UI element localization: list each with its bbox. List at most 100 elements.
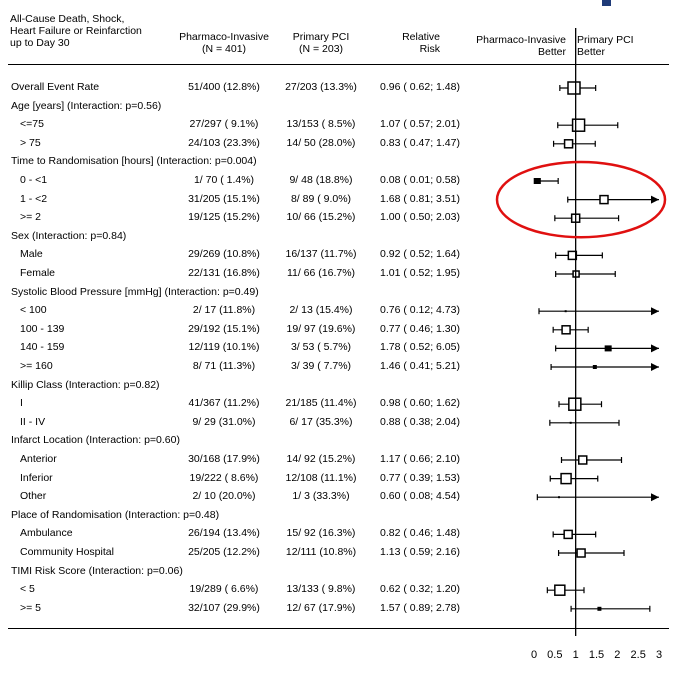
point-estimate — [592, 365, 597, 369]
point-estimate — [563, 139, 574, 149]
relative-risk-header-line: Relative — [402, 31, 440, 43]
pharmaco-events: 29/269 (10.8%) — [188, 248, 260, 261]
pharmaco-events: 30/168 (17.9%) — [188, 453, 260, 465]
relative-risk-ci: 0.98 ( 0.60; 1.62) — [380, 397, 460, 410]
pharmaco-events: 31/205 (15.1%) — [188, 192, 260, 205]
pharmaco-events: 19/125 (15.2%) — [188, 211, 260, 224]
pci-events: 3/ 53 ( 5.7%) — [290, 341, 352, 354]
row-label: >= 160 — [20, 360, 53, 372]
point-estimate — [554, 584, 566, 596]
x-tick-label: 0.5 — [547, 649, 562, 661]
pci-better-label-line: Primary PCI — [577, 34, 634, 46]
point-estimate — [604, 345, 612, 352]
point-estimate — [560, 472, 572, 485]
row-label: < 5 — [20, 583, 35, 596]
top-accent-segment — [602, 0, 611, 6]
ci-arrow-icon — [651, 363, 659, 371]
pharmaco-events: 9/ 29 (31.0%) — [192, 415, 256, 428]
relative-risk-ci: 1.13 ( 0.59; 2.16) — [380, 546, 460, 558]
pharmaco-column-header-line: Pharmaco-Invasive — [179, 31, 269, 43]
row-label: > 75 — [20, 136, 41, 149]
pci-events: 27/203 (13.3%) — [285, 81, 357, 93]
pharmaco-better-label-line: Pharmaco-Invasive — [476, 34, 566, 46]
relative-risk-ci: 1.68 ( 0.81; 3.51) — [380, 192, 460, 205]
subgroup-header-label: Age [years] (Interaction: p=0.56) — [11, 99, 162, 112]
point-estimate — [578, 455, 588, 465]
pci-better-label-line: Better — [577, 46, 606, 58]
pci-column-header-line: Primary PCI — [292, 31, 350, 43]
row-label: 0 - <1 — [20, 174, 48, 186]
x-tick-label: 0 — [531, 649, 537, 661]
relative-risk-ci: 1.00 ( 0.50; 2.03) — [380, 211, 460, 224]
pharmaco-better-label: Pharmaco-Invasive Better — [448, 34, 566, 58]
row-label: Inferior — [20, 471, 53, 484]
subgroup-header-label: Infarct Location (Interaction: p=0.60) — [11, 434, 180, 447]
pci-events: 6/ 17 (35.3%) — [289, 415, 353, 428]
point-estimate — [567, 250, 578, 261]
subgroup-header-label: Killip Class (Interaction: p=0.82) — [11, 378, 160, 391]
pci-events: 10/ 66 (15.2%) — [286, 211, 356, 224]
header-divider — [8, 64, 669, 65]
pci-events: 15/ 92 (16.3%) — [286, 527, 356, 540]
pharmaco-events: 41/367 (11.2%) — [188, 397, 260, 410]
outcome-header-line: All-Cause Death, Shock, — [10, 13, 125, 25]
x-tick-label: 3 — [656, 649, 662, 661]
relative-risk-ci: 0.77 ( 0.46; 1.30) — [380, 322, 460, 335]
row-label: Other — [20, 490, 47, 503]
pci-events: 16/137 (11.7%) — [285, 248, 357, 261]
row-label: Female — [20, 267, 56, 279]
pharmaco-events: 1/ 70 ( 1.4%) — [193, 174, 255, 186]
subgroup-header-label: Sex (Interaction: p=0.84) — [11, 229, 127, 242]
x-tick-label: 2 — [614, 649, 620, 661]
row-label: II - IV — [20, 415, 46, 428]
pharmaco-events: 27/297 ( 9.1%) — [189, 118, 259, 131]
relative-risk-ci: 0.62 ( 0.32; 1.20) — [380, 583, 460, 596]
pci-events: 3/ 39 ( 7.7%) — [290, 360, 352, 372]
x-tick-label: 1.5 — [589, 649, 604, 661]
relative-risk-ci: 1.46 ( 0.41; 5.21) — [380, 360, 460, 372]
pharmaco-events: 8/ 71 (11.3%) — [192, 360, 256, 372]
pharmaco-events: 19/222 ( 8.6%) — [189, 471, 259, 484]
point-estimate — [576, 548, 586, 558]
pharmaco-events: 2/ 10 (20.0%) — [192, 490, 256, 503]
relative-risk-ci: 1.57 ( 0.89; 2.78) — [380, 601, 460, 614]
row-label: I — [20, 397, 23, 410]
relative-risk-ci: 1.01 ( 0.52; 1.95) — [380, 267, 460, 279]
row-label: 100 - 139 — [20, 322, 65, 335]
pharmaco-events: 51/400 (12.8%) — [188, 81, 260, 93]
pharmaco-events: 26/194 (13.4%) — [188, 527, 260, 540]
subgroup-header-label: Place of Randomisation (Interaction: p=0… — [11, 508, 220, 521]
outcome-header: All-Cause Death, Shock, Heart Failure or… — [10, 13, 142, 49]
pharmaco-events: 32/107 (29.9%) — [188, 601, 260, 614]
row-label: Anterior — [20, 453, 57, 465]
point-estimate — [564, 310, 567, 313]
row-label: Overall Event Rate — [11, 81, 100, 93]
pci-events: 13/133 ( 9.8%) — [286, 583, 356, 596]
row-label: 140 - 159 — [20, 341, 65, 354]
pci-events: 14/ 92 (15.2%) — [286, 453, 356, 465]
relative-risk-ci: 0.76 ( 0.12; 4.73) — [380, 304, 460, 317]
pharmaco-events: 25/205 (12.2%) — [188, 546, 260, 558]
relative-risk-ci: 1.07 ( 0.57; 2.01) — [380, 118, 460, 131]
pharmaco-events: 29/192 (15.1%) — [188, 322, 260, 335]
pharmaco-events: 19/289 ( 6.6%) — [189, 583, 259, 596]
point-estimate — [599, 194, 609, 205]
relative-risk-ci: 0.60 ( 0.08; 4.54) — [380, 490, 460, 503]
relative-risk-header: Relative Risk — [380, 31, 440, 55]
relative-risk-ci: 0.92 ( 0.52; 1.64) — [380, 248, 460, 261]
pci-column-header: Primary PCI (N = 203) — [276, 31, 366, 55]
pci-events: 13/153 ( 8.5%) — [286, 118, 356, 131]
pharmaco-events: 22/131 (16.8%) — [188, 267, 260, 279]
relative-risk-ci: 1.78 ( 0.52; 6.05) — [380, 341, 460, 354]
relative-risk-ci: 1.17 ( 0.66; 2.10) — [380, 453, 460, 465]
pci-events: 21/185 (11.4%) — [285, 397, 357, 410]
row-label: Male — [20, 248, 43, 261]
row-label: >= 2 — [20, 211, 42, 224]
subgroup-header-label: TIMI Risk Score (Interaction: p=0.06) — [11, 564, 183, 577]
point-estimate — [561, 325, 571, 335]
point-estimate — [568, 397, 582, 411]
row-label: < 100 — [20, 304, 47, 317]
point-estimate — [597, 606, 602, 611]
point-estimate — [571, 118, 586, 132]
